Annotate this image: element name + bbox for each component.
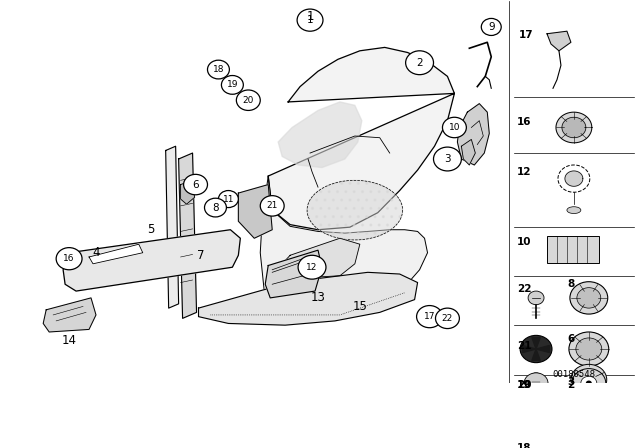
Text: 9: 9 bbox=[488, 22, 495, 32]
Circle shape bbox=[236, 90, 260, 111]
Text: 20: 20 bbox=[517, 380, 532, 390]
Bar bbox=[559, 439, 627, 448]
Text: 15: 15 bbox=[353, 300, 367, 313]
Ellipse shape bbox=[567, 207, 581, 214]
Circle shape bbox=[435, 308, 460, 328]
Circle shape bbox=[417, 306, 442, 327]
Circle shape bbox=[218, 190, 238, 207]
Polygon shape bbox=[532, 338, 540, 349]
Polygon shape bbox=[458, 103, 489, 165]
Text: 6: 6 bbox=[567, 334, 574, 344]
Circle shape bbox=[528, 291, 544, 305]
Text: 12: 12 bbox=[517, 167, 532, 177]
Text: 19: 19 bbox=[227, 80, 238, 90]
Polygon shape bbox=[556, 112, 592, 143]
Circle shape bbox=[572, 369, 605, 397]
Polygon shape bbox=[532, 349, 540, 360]
Circle shape bbox=[297, 9, 323, 31]
Circle shape bbox=[576, 338, 602, 360]
Circle shape bbox=[221, 76, 243, 94]
Circle shape bbox=[406, 51, 433, 75]
Text: 00180548: 00180548 bbox=[552, 370, 595, 379]
Text: 2: 2 bbox=[416, 58, 423, 68]
Text: 14: 14 bbox=[61, 334, 77, 347]
Polygon shape bbox=[180, 180, 195, 204]
Circle shape bbox=[524, 373, 548, 393]
Circle shape bbox=[570, 282, 608, 314]
Text: 8: 8 bbox=[212, 202, 219, 213]
Polygon shape bbox=[89, 244, 143, 264]
Circle shape bbox=[571, 364, 607, 395]
Text: 10: 10 bbox=[449, 123, 460, 132]
Circle shape bbox=[581, 376, 596, 390]
Polygon shape bbox=[536, 345, 549, 353]
Polygon shape bbox=[565, 171, 583, 186]
Text: 16: 16 bbox=[517, 117, 532, 127]
Circle shape bbox=[207, 60, 229, 79]
Circle shape bbox=[586, 380, 592, 386]
Circle shape bbox=[481, 18, 501, 35]
Polygon shape bbox=[307, 181, 403, 240]
Text: 17: 17 bbox=[519, 30, 534, 40]
Text: 12: 12 bbox=[307, 263, 317, 272]
Circle shape bbox=[442, 117, 467, 138]
Polygon shape bbox=[238, 185, 272, 238]
Text: 5: 5 bbox=[147, 223, 154, 236]
Text: 11: 11 bbox=[223, 194, 234, 203]
Polygon shape bbox=[265, 250, 322, 298]
Polygon shape bbox=[278, 102, 362, 168]
Text: 22: 22 bbox=[517, 284, 532, 294]
Bar bbox=[547, 236, 599, 263]
Text: 4: 4 bbox=[92, 246, 100, 259]
Polygon shape bbox=[280, 238, 360, 278]
Circle shape bbox=[433, 147, 461, 171]
Text: 10: 10 bbox=[517, 237, 532, 247]
Polygon shape bbox=[63, 230, 241, 291]
Text: 17: 17 bbox=[424, 312, 435, 321]
Polygon shape bbox=[523, 345, 536, 353]
Circle shape bbox=[577, 288, 601, 308]
Polygon shape bbox=[461, 139, 476, 165]
Polygon shape bbox=[268, 47, 454, 230]
Text: 3: 3 bbox=[567, 377, 574, 387]
Polygon shape bbox=[166, 146, 179, 308]
Text: 6: 6 bbox=[192, 180, 199, 190]
Text: 2: 2 bbox=[567, 380, 574, 390]
Text: 21: 21 bbox=[517, 340, 532, 351]
Circle shape bbox=[205, 198, 227, 217]
Polygon shape bbox=[44, 298, 96, 332]
Polygon shape bbox=[558, 165, 590, 192]
Text: 7: 7 bbox=[196, 249, 204, 262]
Ellipse shape bbox=[522, 439, 550, 448]
Text: 22: 22 bbox=[442, 314, 453, 323]
Circle shape bbox=[184, 174, 207, 195]
Polygon shape bbox=[260, 176, 428, 319]
Circle shape bbox=[260, 196, 284, 216]
Text: 18: 18 bbox=[212, 65, 224, 74]
Text: 8: 8 bbox=[567, 279, 574, 289]
Polygon shape bbox=[562, 117, 586, 138]
Text: 13: 13 bbox=[310, 291, 326, 304]
Text: 16: 16 bbox=[63, 254, 75, 263]
Text: 1: 1 bbox=[307, 10, 314, 23]
Circle shape bbox=[529, 373, 543, 385]
Circle shape bbox=[569, 332, 609, 366]
Text: 3: 3 bbox=[444, 154, 451, 164]
Polygon shape bbox=[179, 153, 196, 319]
Text: 18: 18 bbox=[517, 443, 532, 448]
Polygon shape bbox=[198, 272, 417, 325]
Text: 19: 19 bbox=[517, 380, 531, 390]
Circle shape bbox=[520, 336, 552, 362]
Polygon shape bbox=[547, 31, 571, 51]
Text: 1: 1 bbox=[307, 15, 314, 25]
Text: 20: 20 bbox=[243, 96, 254, 105]
Circle shape bbox=[56, 248, 82, 270]
Text: 21: 21 bbox=[266, 201, 278, 211]
Circle shape bbox=[298, 255, 326, 279]
